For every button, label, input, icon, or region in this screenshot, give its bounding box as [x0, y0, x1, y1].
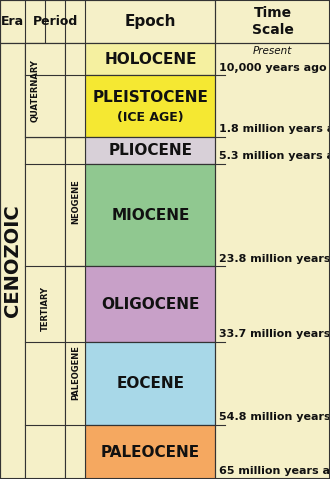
Text: (ICE AGE): (ICE AGE): [117, 111, 184, 124]
Bar: [85, 266, 215, 342]
Bar: [85, 43, 215, 75]
Text: Time
Scale: Time Scale: [252, 6, 294, 37]
Text: Period: Period: [33, 15, 78, 28]
Bar: [0, 43, 25, 479]
Text: 33.7 million years ago: 33.7 million years ago: [219, 329, 330, 339]
Bar: [85, 137, 215, 164]
Text: MIOCENE: MIOCENE: [111, 208, 190, 223]
Text: 54.8 million years ago: 54.8 million years ago: [219, 412, 330, 422]
Text: PALEOGENE: PALEOGENE: [71, 345, 80, 400]
Bar: [0, 0, 330, 43]
Bar: [85, 342, 215, 425]
Text: TERTIARY: TERTIARY: [41, 285, 50, 331]
Text: 5.3 million years ago: 5.3 million years ago: [219, 151, 330, 161]
Text: HOLOCENE: HOLOCENE: [104, 52, 197, 67]
Bar: [25, 43, 65, 137]
Text: 1.8 million years ago: 1.8 million years ago: [219, 125, 330, 135]
Bar: [215, 0, 330, 479]
Bar: [85, 75, 215, 137]
Bar: [65, 137, 85, 266]
Text: EOCENE: EOCENE: [116, 376, 184, 391]
Text: QUATERNARY: QUATERNARY: [31, 59, 40, 122]
Bar: [85, 164, 215, 266]
Text: Present: Present: [253, 46, 292, 56]
Text: 10,000 years ago: 10,000 years ago: [219, 63, 326, 72]
Bar: [85, 425, 215, 479]
Bar: [25, 43, 45, 137]
Text: PLEISTOCENE: PLEISTOCENE: [92, 90, 209, 105]
Text: Epoch: Epoch: [125, 14, 176, 29]
Bar: [25, 137, 65, 479]
Text: 65 million years ago: 65 million years ago: [219, 466, 330, 476]
Text: PLIOCENE: PLIOCENE: [109, 143, 192, 158]
Text: 23.8 million years ago: 23.8 million years ago: [219, 253, 330, 263]
Text: OLIGOCENE: OLIGOCENE: [101, 297, 200, 312]
Text: CENOZOIC: CENOZOIC: [3, 205, 22, 318]
Text: PALEOCENE: PALEOCENE: [101, 445, 200, 459]
Bar: [65, 43, 85, 137]
Text: Era: Era: [1, 15, 24, 28]
Bar: [65, 266, 85, 479]
Text: NEOGENE: NEOGENE: [71, 180, 80, 224]
